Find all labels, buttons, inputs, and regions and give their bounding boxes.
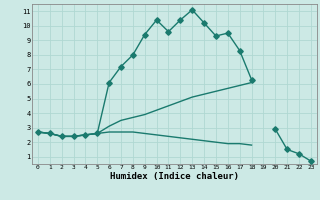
X-axis label: Humidex (Indice chaleur): Humidex (Indice chaleur) [110,172,239,181]
